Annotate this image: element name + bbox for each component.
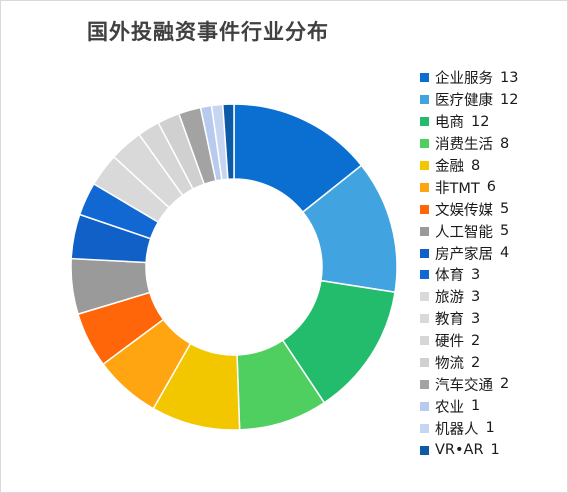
legend-item: 物流 2: [420, 352, 566, 374]
legend-label: 体育: [435, 268, 464, 285]
legend-label: 非TMT: [435, 180, 480, 197]
legend-value: 3: [471, 266, 481, 283]
legend-label: 电商: [435, 115, 464, 132]
legend-swatch: [420, 379, 429, 389]
legend-item: 房产家居 4: [420, 242, 566, 264]
legend-item: 电商 12: [420, 111, 566, 133]
legend-item: 文娱传媒 5: [420, 198, 566, 220]
legend-swatch: [420, 270, 429, 280]
legend-value: 1: [490, 442, 500, 459]
legend-value: 8: [471, 157, 481, 174]
legend-value: 2: [471, 354, 481, 371]
legend-label: 旅游: [435, 290, 464, 307]
legend-label: 农业: [435, 399, 464, 416]
legend-label: 企业服务: [435, 71, 493, 88]
legend-swatch: [420, 358, 429, 368]
legend-label: 医疗健康: [435, 93, 493, 110]
legend-swatch: [420, 292, 429, 302]
legend-value: 4: [500, 245, 510, 262]
legend-item: 机器人 1: [420, 417, 566, 439]
legend-label: VR•AR: [435, 442, 484, 459]
legend-item: 企业服务 13: [420, 67, 566, 89]
chart-title: 国外投融资事件行业分布: [87, 20, 329, 44]
donut-slice-17: [221, 103, 235, 181]
legend-label: 物流: [435, 356, 464, 373]
legend-item: VR•AR 1: [420, 439, 566, 461]
legend-swatch: [420, 423, 429, 433]
legend-swatch: [420, 314, 429, 324]
chart-legend: 企业服务 13 医疗健康 12 电商 12 消费生活 8 金融 8 非TMT 6 文娱传媒 5 人工智能 5 房…: [420, 67, 566, 461]
legend-swatch: [420, 445, 429, 455]
legend-item: 教育 3: [420, 308, 566, 330]
legend-value: 5: [500, 223, 510, 240]
legend-value: 3: [471, 288, 481, 305]
legend-item: 非TMT 6: [420, 176, 566, 198]
legend-swatch: [420, 95, 429, 105]
legend-swatch: [420, 226, 429, 236]
legend-value: 2: [471, 332, 481, 349]
legend-label: 机器人: [435, 421, 479, 438]
legend-swatch: [420, 139, 429, 149]
legend-value: 12: [500, 91, 519, 108]
legend-item: 体育 3: [420, 264, 566, 286]
legend-label: 文娱传媒: [435, 202, 493, 219]
legend-item: 汽车交通 2: [420, 373, 566, 395]
legend-label: 硬件: [435, 334, 464, 351]
legend-swatch: [420, 73, 429, 83]
legend-label: 消费生活: [435, 137, 493, 154]
legend-swatch: [420, 336, 429, 346]
legend-item: 硬件 2: [420, 330, 566, 352]
legend-value: 1: [471, 398, 481, 415]
legend-value: 6: [486, 179, 496, 196]
legend-value: 2: [500, 376, 510, 393]
legend-value: 13: [500, 69, 519, 86]
legend-swatch: [420, 401, 429, 411]
donut-slices: [70, 103, 398, 431]
legend-item: 医疗健康 12: [420, 89, 566, 111]
legend-item: 人工智能 5: [420, 220, 566, 242]
legend-label: 教育: [435, 312, 464, 329]
legend-swatch: [420, 117, 429, 127]
legend-value: 1: [485, 420, 495, 437]
legend-label: 房产家居: [435, 246, 493, 263]
legend-item: 金融 8: [420, 155, 566, 177]
legend-value: 3: [471, 310, 481, 327]
legend-item: 农业 1: [420, 395, 566, 417]
legend-value: 12: [471, 113, 490, 130]
legend-value: 8: [500, 135, 510, 152]
legend-swatch: [420, 248, 429, 258]
legend-label: 金融: [435, 159, 464, 175]
legend-label: 人工智能: [435, 224, 493, 241]
legend-swatch: [420, 182, 429, 192]
legend-label: 汽车交通: [435, 377, 493, 394]
legend-item: 旅游 3: [420, 286, 566, 308]
legend-item: 消费生活 8: [420, 133, 566, 155]
legend-swatch: [420, 204, 429, 214]
legend-value: 5: [500, 201, 510, 218]
legend-swatch: [420, 161, 429, 170]
